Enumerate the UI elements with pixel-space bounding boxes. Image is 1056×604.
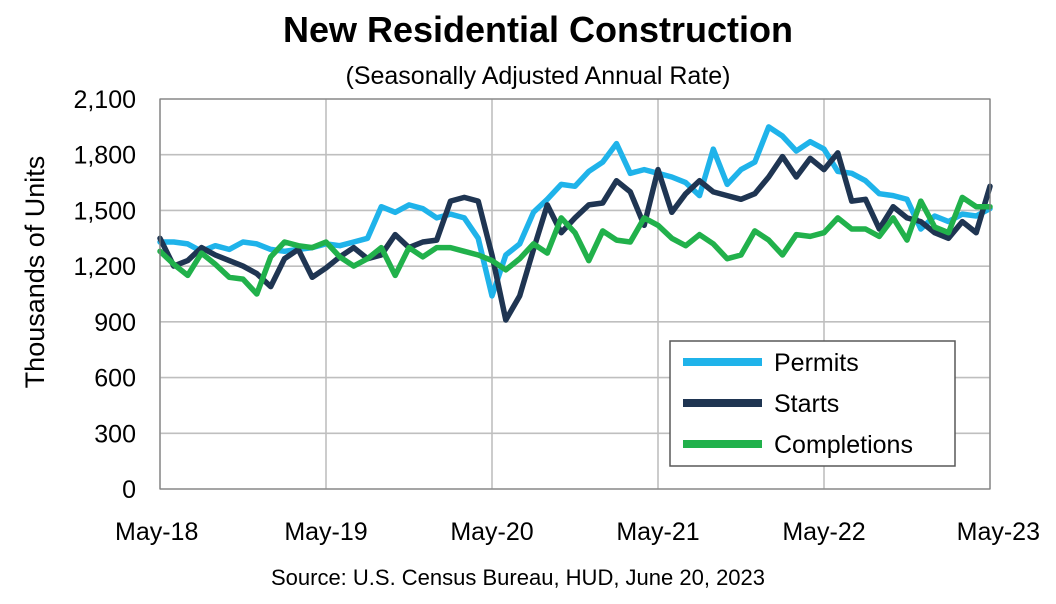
y-tick-label: 900: [94, 309, 136, 337]
series-line-completions: [157, 194, 993, 297]
x-tick-label: May-23: [957, 518, 1040, 546]
legend-label-completions: Completions: [774, 431, 913, 459]
y-tick-label: 1,800: [73, 142, 136, 170]
series-line-permits: [157, 124, 993, 299]
x-tick-label: May-18: [115, 518, 198, 546]
legend-label-permits: Permits: [774, 349, 859, 377]
chart-title: New Residential Construction: [283, 9, 793, 50]
y-tick-labels: 0 300 600 900 1,200 1,500 1,800 2,100: [73, 86, 136, 504]
source-note: Source: U.S. Census Bureau, HUD, June 20…: [271, 565, 765, 590]
series-line-starts: [157, 150, 993, 323]
series-lines: [157, 124, 993, 323]
legend: Permits Starts Completions: [669, 340, 956, 467]
x-tick-labels: May-18 May-19 May-20 May-21 May-22 May-23: [115, 518, 1040, 546]
y-tick-label: 0: [122, 476, 136, 504]
y-axis-label: Thousands of Units: [20, 156, 50, 389]
y-tick-label: 1,200: [73, 253, 136, 281]
chart-subtitle: (Seasonally Adjusted Annual Rate): [346, 62, 731, 90]
y-tick-label: 600: [94, 365, 136, 393]
y-tick-label: 2,100: [73, 86, 136, 114]
x-tick-label: May-19: [284, 518, 367, 546]
y-tick-label: 1,500: [73, 197, 136, 225]
x-tick-label: May-21: [616, 518, 699, 546]
legend-label-starts: Starts: [774, 390, 839, 418]
x-tick-label: May-20: [450, 518, 533, 546]
plot-frame: [159, 98, 991, 490]
y-tick-label: 300: [94, 420, 136, 448]
x-tick-label: May-22: [782, 518, 865, 546]
